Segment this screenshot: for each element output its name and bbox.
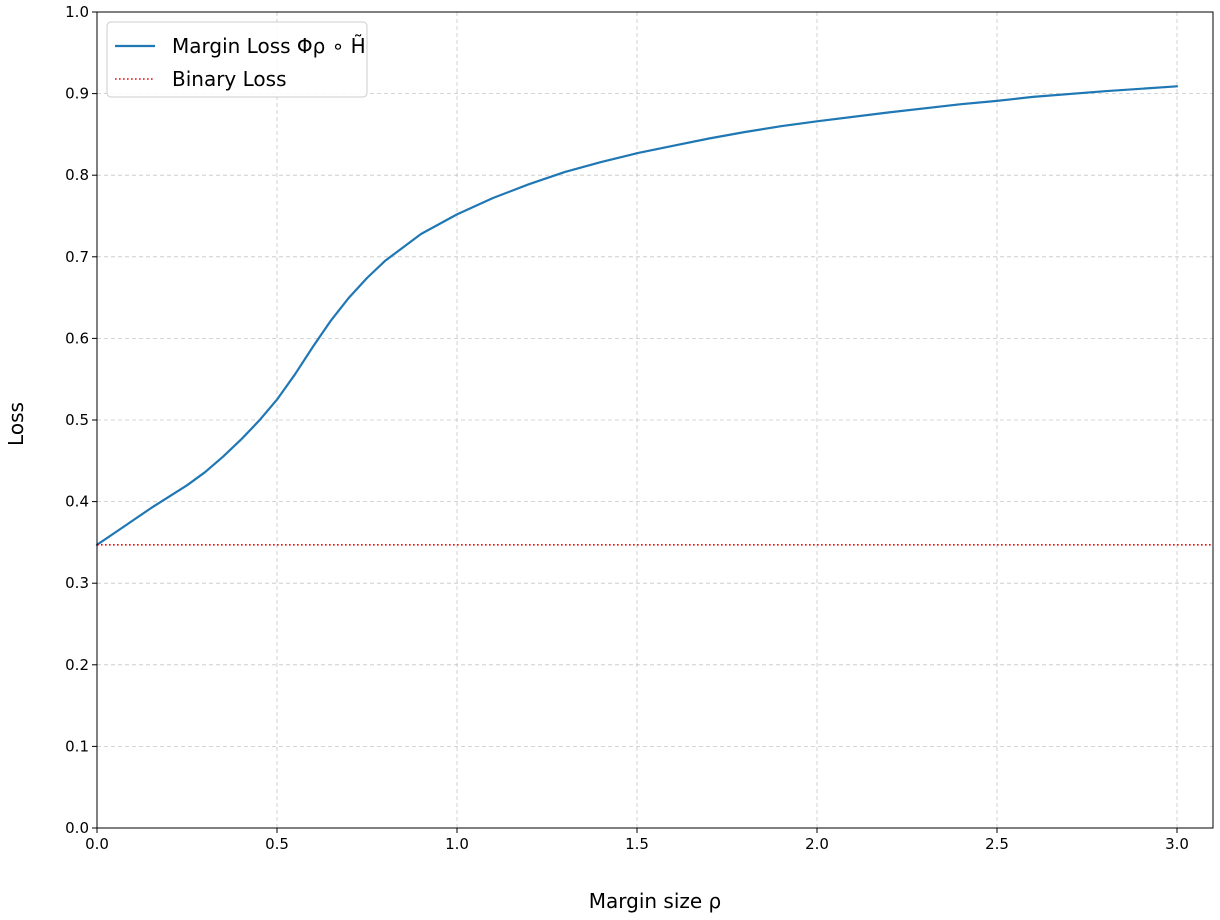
series-line-margin-loss	[95, 85, 1179, 546]
legend-entry-margin-loss: Margin Loss Φρ ∘ H̃	[172, 34, 366, 58]
y-tick-label: 0.2	[65, 656, 89, 674]
series-layer	[95, 85, 1213, 546]
y-tick-label: 0.5	[65, 411, 89, 429]
y-tick-label: 0.7	[65, 248, 89, 266]
y-tick-label: 0.1	[65, 737, 89, 755]
x-tick-label: 1.5	[625, 835, 649, 853]
grid	[96, 11, 1213, 829]
x-tick-label: 2.5	[985, 835, 1009, 853]
y-tick-label: 0.8	[65, 166, 89, 184]
y-tick-label: 0.4	[65, 493, 89, 511]
y-tick-label: 0.9	[65, 85, 89, 103]
legend: Margin Loss Φρ ∘ H̃ Binary Loss	[106, 21, 368, 98]
y-tick-label: 0.6	[65, 329, 89, 347]
x-axis: 0.0 0.5 1.0 1.5 2.0 2.5 3.0	[85, 828, 1189, 853]
y-axis-label: Loss	[4, 402, 28, 446]
y-tick-label: 0.0	[65, 819, 89, 837]
x-tick-label: 3.0	[1165, 835, 1189, 853]
x-axis-label: Margin size ρ	[589, 889, 722, 913]
legend-box	[106, 21, 368, 98]
x-tick-label: 1.0	[445, 835, 469, 853]
y-tick-label: 1.0	[65, 3, 89, 21]
x-tick-label: 0.5	[265, 835, 289, 853]
y-axis: 0.0 0.1 0.2 0.3 0.4 0.5 0.6 0.7 0.8 0.9 1.0	[65, 3, 97, 837]
legend-entry-binary-loss: Binary Loss	[172, 67, 287, 91]
y-tick-label: 0.3	[65, 574, 89, 592]
x-tick-label: 2.0	[805, 835, 829, 853]
x-tick-label: 0.0	[85, 835, 109, 853]
